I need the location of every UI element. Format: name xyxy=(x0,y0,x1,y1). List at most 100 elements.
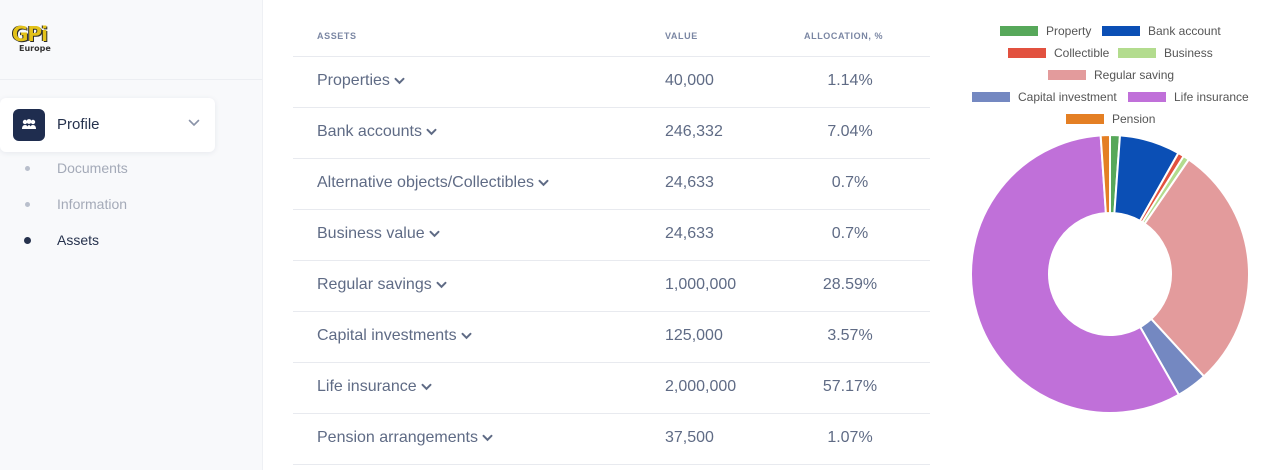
table-row[interactable]: Alternative objects/Collectibles 24,633 0.… xyxy=(293,159,930,210)
asset-name[interactable]: Bank accounts xyxy=(317,123,437,141)
legend-item[interactable]: Regular saving xyxy=(1048,68,1174,82)
asset-name[interactable]: Pension arrangements xyxy=(317,429,493,447)
asset-name[interactable]: Alternative objects/Collectibles xyxy=(317,174,549,192)
table-row[interactable]: Properties 40,000 1.14% xyxy=(293,57,930,108)
table-row[interactable]: Bank accounts 246,332 7.04% xyxy=(293,108,930,159)
asset-name-label: Life insurance xyxy=(317,378,417,395)
chevron-down-icon[interactable] xyxy=(461,332,472,340)
bullet-icon xyxy=(25,202,30,207)
column-header-value: VALUE xyxy=(665,31,698,41)
chevron-down-icon[interactable] xyxy=(429,230,440,238)
legend-swatch xyxy=(1048,70,1086,80)
legend-label: Business xyxy=(1164,46,1213,60)
asset-allocation: 1.14% xyxy=(827,72,873,89)
legend-swatch xyxy=(1128,92,1166,102)
chevron-down-icon[interactable] xyxy=(538,179,549,187)
legend-item[interactable]: Business xyxy=(1118,46,1213,60)
asset-value: 246,332 xyxy=(665,123,723,140)
asset-name[interactable]: Business value xyxy=(317,225,440,243)
asset-name[interactable]: Regular savings xyxy=(317,276,447,294)
chevron-down-icon[interactable] xyxy=(188,119,200,127)
chevron-down-icon[interactable] xyxy=(436,281,447,289)
sidebar-item-information[interactable]: Information xyxy=(0,193,262,217)
table-row[interactable]: Regular savings 1,000,000 28.59% xyxy=(293,261,930,312)
legend-label: Pension xyxy=(1112,112,1156,126)
asset-value: 125,000 xyxy=(665,327,723,344)
legend-swatch xyxy=(1118,48,1156,58)
table-row[interactable]: Capital investments 125,000 3.57% xyxy=(293,312,930,363)
legend-item[interactable]: Capital investment xyxy=(972,90,1117,104)
asset-allocation: 1.07% xyxy=(827,429,873,446)
sidebar-item-documents[interactable]: Documents xyxy=(0,157,262,181)
bullet-icon xyxy=(24,237,31,244)
legend-label: Collectible xyxy=(1054,46,1110,60)
table-body: Properties 40,000 1.14% Bank accounts 246,33… xyxy=(293,57,930,465)
sidebar: GPi Europe Profile Documents Information… xyxy=(0,0,263,470)
asset-name-label: Pension arrangements xyxy=(317,429,478,446)
table-row[interactable]: Pension arrangements 37,500 1.07% xyxy=(293,414,930,465)
legend-item[interactable]: Bank account xyxy=(1102,24,1221,38)
legend-label: Life insurance xyxy=(1174,90,1249,104)
asset-name-label: Properties xyxy=(317,72,390,89)
legend-label: Bank account xyxy=(1148,24,1221,38)
legend-label: Capital investment xyxy=(1018,90,1117,104)
legend-swatch xyxy=(1000,26,1038,36)
asset-name-label: Regular savings xyxy=(317,276,432,293)
gpi-europe-logo[interactable]: GPi Europe xyxy=(12,24,72,60)
asset-name[interactable]: Properties xyxy=(317,72,405,90)
donut-slice-pension[interactable] xyxy=(1099,133,1111,215)
asset-name-label: Capital investments xyxy=(317,327,457,344)
legend-item[interactable]: Pension xyxy=(1066,112,1155,126)
asset-value: 24,633 xyxy=(665,174,714,191)
table-row[interactable]: Life insurance 2,000,000 57.17% xyxy=(293,363,930,414)
logo-mark: GPi xyxy=(12,22,48,46)
asset-value: 1,000,000 xyxy=(665,276,737,293)
asset-allocation: 28.59% xyxy=(822,276,878,293)
asset-value: 24,633 xyxy=(665,225,714,242)
column-header-allocation: ALLOCATION, % xyxy=(804,31,884,41)
legend-item[interactable]: Property xyxy=(1000,24,1091,38)
sidebar-item-label: Documents xyxy=(57,160,128,176)
asset-value: 2,000,000 xyxy=(665,378,737,395)
allocation-donut-chart xyxy=(970,133,1250,414)
legend-swatch xyxy=(972,92,1010,102)
asset-allocation: 57.17% xyxy=(822,378,878,395)
asset-value: 40,000 xyxy=(665,72,714,89)
column-header-assets: ASSETS xyxy=(317,31,357,41)
chevron-down-icon[interactable] xyxy=(426,128,437,136)
chevron-down-icon[interactable] xyxy=(482,434,493,442)
sidebar-item-assets[interactable]: Assets xyxy=(0,229,262,253)
asset-name-label: Business value xyxy=(317,225,425,242)
asset-allocation: 3.57% xyxy=(827,327,873,344)
donut-slice-regular-saving[interactable] xyxy=(1143,158,1250,378)
asset-allocation: 0.7% xyxy=(831,174,869,191)
sidebar-item-label: Profile xyxy=(57,116,100,133)
legend-label: Property xyxy=(1046,24,1092,38)
legend-swatch xyxy=(1008,48,1046,58)
assets-table: ASSETS VALUE ALLOCATION, % Properties 40,… xyxy=(293,24,930,465)
donut-slice-life-insurance[interactable] xyxy=(970,134,1181,414)
asset-name-label: Alternative objects/Collectibles xyxy=(317,174,534,191)
legend-swatch xyxy=(1102,26,1140,36)
sidebar-item-label: Information xyxy=(57,196,128,212)
table-row[interactable]: Business value 24,633 0.7% xyxy=(293,210,930,261)
users-icon xyxy=(13,109,45,141)
asset-name[interactable]: Capital investments xyxy=(317,327,472,345)
asset-name-label: Bank accounts xyxy=(317,123,422,140)
asset-allocation: 0.7% xyxy=(831,225,869,242)
chevron-down-icon[interactable] xyxy=(394,77,405,85)
asset-name[interactable]: Life insurance xyxy=(317,378,432,396)
table-header: ASSETS VALUE ALLOCATION, % xyxy=(293,24,930,57)
logo-subtitle: Europe xyxy=(19,44,51,53)
chevron-down-icon[interactable] xyxy=(421,383,432,391)
sidebar-item-label: Assets xyxy=(57,232,100,248)
bullet-icon xyxy=(25,166,30,171)
asset-allocation: 7.04% xyxy=(827,123,873,140)
legend-swatch xyxy=(1066,114,1104,124)
sidebar-item-profile[interactable]: Profile xyxy=(0,98,215,152)
legend-item[interactable]: Life insurance xyxy=(1128,90,1249,104)
legend-item[interactable]: Collectible xyxy=(1008,46,1109,60)
allocation-chart: Property Bank account Collectible Business R… xyxy=(950,0,1284,470)
legend-label: Regular saving xyxy=(1094,68,1175,82)
sidebar-divider xyxy=(0,79,262,80)
